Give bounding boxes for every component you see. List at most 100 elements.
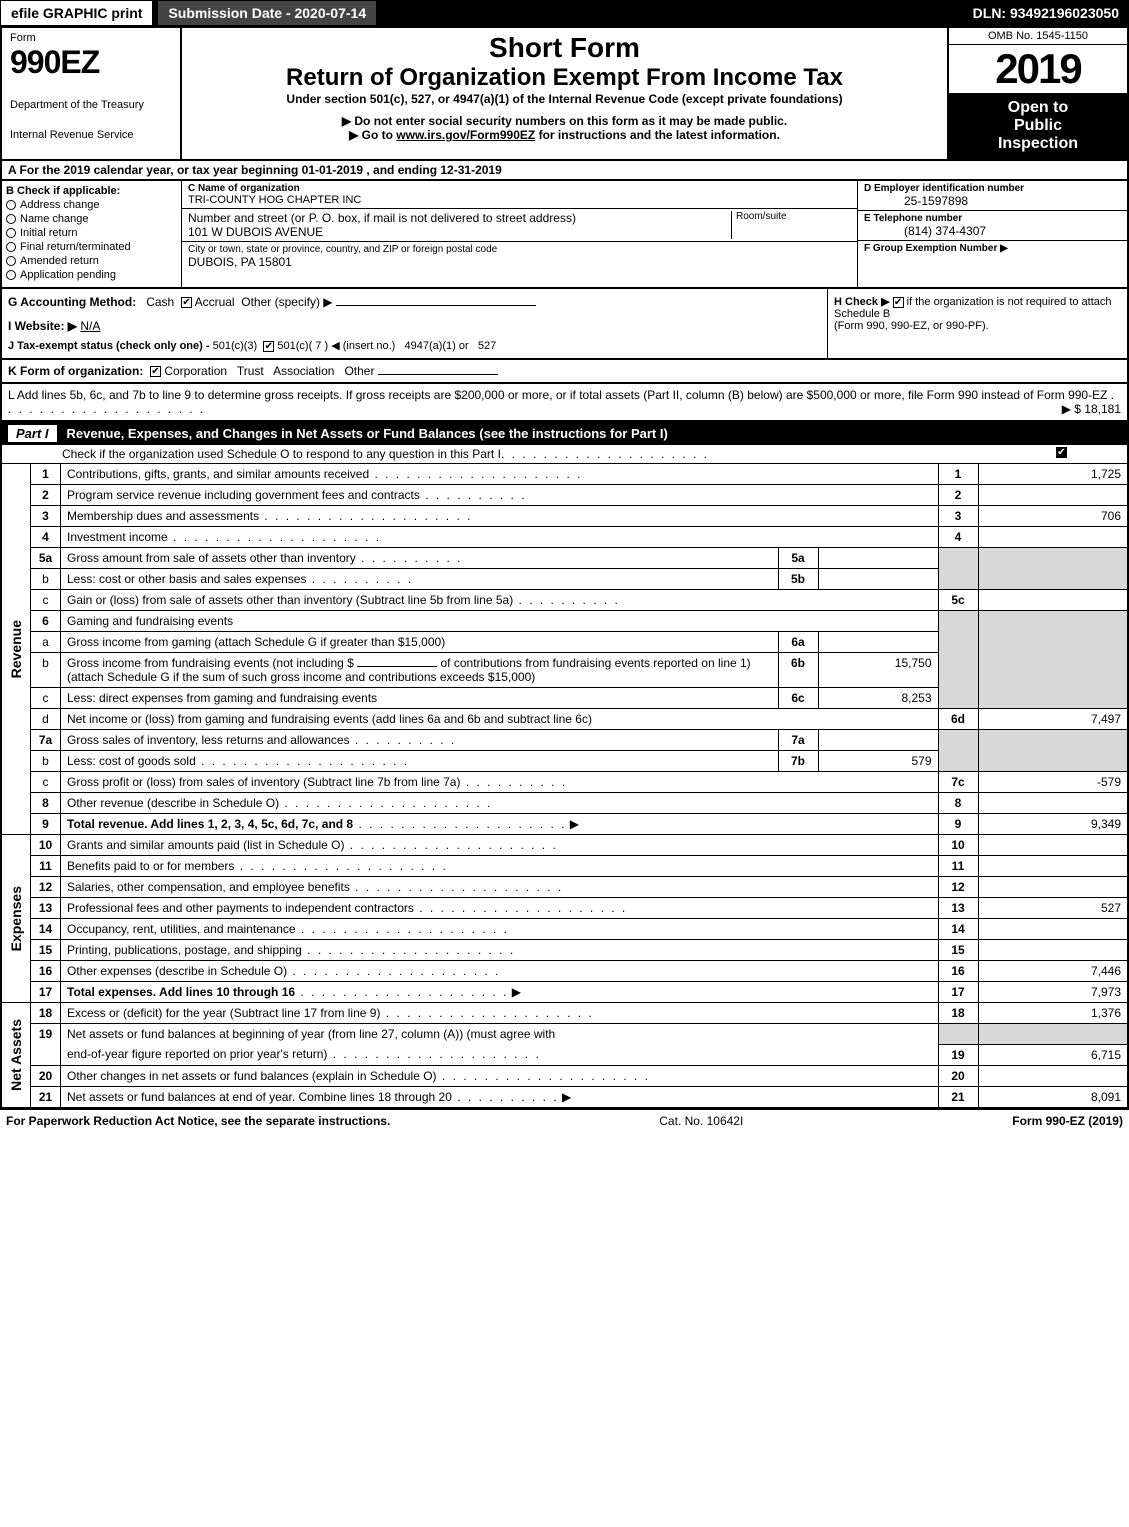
irs-link[interactable]: www.irs.gov/Form990EZ bbox=[396, 128, 535, 142]
ln1-num: 1 bbox=[31, 464, 61, 485]
entity-block: B Check if applicable: Address change Na… bbox=[0, 181, 1129, 289]
inspection: Inspection bbox=[955, 135, 1121, 153]
under-section: Under section 501(c), 527, or 4947(a)(1)… bbox=[190, 92, 939, 106]
ln16-r: 16 bbox=[938, 961, 978, 982]
ln8-r: 8 bbox=[938, 793, 978, 814]
entity-center: C Name of organization TRI-COUNTY HOG CH… bbox=[182, 181, 857, 287]
ln6c-desc: Less: direct expenses from gaming and fu… bbox=[67, 691, 377, 705]
chk-name-change[interactable]: Name change bbox=[6, 213, 177, 225]
public: Public bbox=[955, 117, 1121, 135]
ln9-num: 9 bbox=[31, 814, 61, 835]
ln7a-m: 7a bbox=[778, 730, 818, 751]
dept-treasury: Department of the Treasury bbox=[10, 99, 172, 111]
ghij-block: G Accounting Method: Cash ✔ Accrual Othe… bbox=[0, 289, 1129, 360]
ln18-desc: Excess or (deficit) for the year (Subtra… bbox=[67, 1006, 380, 1020]
ln5b-mv bbox=[818, 569, 938, 590]
ln15-amt bbox=[978, 940, 1128, 961]
g-cash: Cash bbox=[146, 295, 174, 309]
ln16-num: 16 bbox=[31, 961, 61, 982]
addr-label: Number and street (or P. O. box, if mail… bbox=[188, 211, 576, 225]
ln18-num: 18 bbox=[31, 1003, 61, 1024]
ln5a-desc: Gross amount from sale of assets other t… bbox=[67, 551, 356, 565]
ln20-amt bbox=[978, 1065, 1128, 1086]
j-501c-check[interactable]: ✔ bbox=[263, 341, 274, 352]
k-corp: Corporation bbox=[164, 364, 227, 378]
ln19-desc1: Net assets or fund balances at beginning… bbox=[61, 1024, 939, 1045]
h-check[interactable]: ✔ bbox=[893, 297, 904, 308]
ln5b-m: 5b bbox=[778, 569, 818, 590]
k-row: K Form of organization: ✔ Corporation Tr… bbox=[0, 360, 1129, 384]
schedule-o-check[interactable]: ✔ bbox=[1056, 447, 1067, 458]
ln21-desc: Net assets or fund balances at end of ye… bbox=[67, 1090, 452, 1104]
chk-amended[interactable]: Amended return bbox=[6, 255, 177, 267]
ln7c-desc: Gross profit or (loss) from sales of inv… bbox=[67, 775, 460, 789]
g-other: Other (specify) ▶ bbox=[241, 295, 332, 309]
ln6b-desc1: Gross income from fundraising events (no… bbox=[67, 656, 354, 670]
ln7b-m: 7b bbox=[778, 751, 818, 772]
ln15-num: 15 bbox=[31, 940, 61, 961]
part1-title: Revenue, Expenses, and Changes in Net As… bbox=[67, 426, 668, 441]
ln6-desc: Gaming and fundraising events bbox=[61, 611, 939, 632]
k-corp-check[interactable]: ✔ bbox=[150, 366, 161, 377]
top-bar: efile GRAPHIC print Submission Date - 20… bbox=[0, 0, 1129, 26]
ln11-amt bbox=[978, 856, 1128, 877]
ln5c-r: 5c bbox=[938, 590, 978, 611]
city-value: DUBOIS, PA 15801 bbox=[188, 255, 851, 269]
website-value: N/A bbox=[80, 319, 100, 333]
ein-value: 25-1597898 bbox=[864, 194, 1121, 208]
ln6b-m: 6b bbox=[778, 653, 818, 688]
ln7c-num: c bbox=[31, 772, 61, 793]
ln1-r: 1 bbox=[938, 464, 978, 485]
ln10-num: 10 bbox=[31, 835, 61, 856]
ln12-desc: Salaries, other compensation, and employ… bbox=[67, 880, 350, 894]
goto-note: ▶ Go to www.irs.gov/Form990EZ for instru… bbox=[190, 128, 939, 142]
ln13-desc: Professional fees and other payments to … bbox=[67, 901, 414, 915]
k-label: K Form of organization: bbox=[8, 364, 143, 378]
chk-app-pending[interactable]: Application pending bbox=[6, 269, 177, 281]
ln15-desc: Printing, publications, postage, and shi… bbox=[67, 943, 302, 957]
ln21-num: 21 bbox=[31, 1086, 61, 1108]
g-accrual-check[interactable]: ✔ bbox=[181, 297, 192, 308]
l-text: L Add lines 5b, 6c, and 7b to line 9 to … bbox=[8, 388, 1107, 402]
ln9-r: 9 bbox=[938, 814, 978, 835]
l-row: L Add lines 5b, 6c, and 7b to line 9 to … bbox=[0, 384, 1129, 422]
ln19-desc2: end-of-year figure reported on prior yea… bbox=[67, 1047, 327, 1061]
g-label: G Accounting Method: bbox=[8, 295, 136, 309]
j-527: 527 bbox=[478, 340, 496, 352]
ln20-r: 20 bbox=[938, 1065, 978, 1086]
ln3-desc: Membership dues and assessments bbox=[67, 509, 259, 523]
tax-year: 2019 bbox=[949, 45, 1127, 93]
tax-period: A For the 2019 calendar year, or tax yea… bbox=[0, 161, 1129, 181]
j-4947: 4947(a)(1) or bbox=[404, 340, 468, 352]
org-name-value: TRI-COUNTY HOG CHAPTER INC bbox=[188, 194, 361, 206]
ln2-num: 2 bbox=[31, 485, 61, 506]
ln7a-desc: Gross sales of inventory, less returns a… bbox=[67, 733, 350, 747]
ln19-r: 19 bbox=[938, 1044, 978, 1065]
chk-final-return[interactable]: Final return/terminated bbox=[6, 241, 177, 253]
room-suite-label: Room/suite bbox=[731, 211, 851, 239]
ln3-amt: 706 bbox=[978, 506, 1128, 527]
h-text2: (Form 990, 990-EZ, or 990-PF). bbox=[834, 320, 989, 332]
ln4-amt bbox=[978, 527, 1128, 548]
org-name-label: C Name of organization bbox=[188, 183, 361, 194]
ln6b-num: b bbox=[31, 653, 61, 688]
header-right: OMB No. 1545-1150 2019 Open to Public In… bbox=[947, 28, 1127, 159]
footer-center: Cat. No. 10642I bbox=[659, 1114, 743, 1128]
header-left: Form 990EZ Department of the Treasury In… bbox=[2, 28, 182, 159]
ln13-amt: 527 bbox=[978, 898, 1128, 919]
form-label: Form bbox=[10, 32, 172, 44]
ln4-r: 4 bbox=[938, 527, 978, 548]
ln7b-desc: Less: cost of goods sold bbox=[67, 754, 196, 768]
ln12-amt bbox=[978, 877, 1128, 898]
ln8-num: 8 bbox=[31, 793, 61, 814]
ln7c-amt: -579 bbox=[978, 772, 1128, 793]
form-number: 990EZ bbox=[10, 44, 172, 81]
ln18-r: 18 bbox=[938, 1003, 978, 1024]
efile-print-button[interactable]: efile GRAPHIC print bbox=[0, 0, 153, 26]
chk-initial-return[interactable]: Initial return bbox=[6, 227, 177, 239]
ln4-desc: Investment income bbox=[67, 530, 168, 544]
short-form-title: Short Form bbox=[190, 32, 939, 64]
ln6a-desc: Gross income from gaming (attach Schedul… bbox=[61, 632, 779, 653]
ln5c-desc: Gain or (loss) from sale of assets other… bbox=[67, 593, 513, 607]
chk-address-change[interactable]: Address change bbox=[6, 199, 177, 211]
